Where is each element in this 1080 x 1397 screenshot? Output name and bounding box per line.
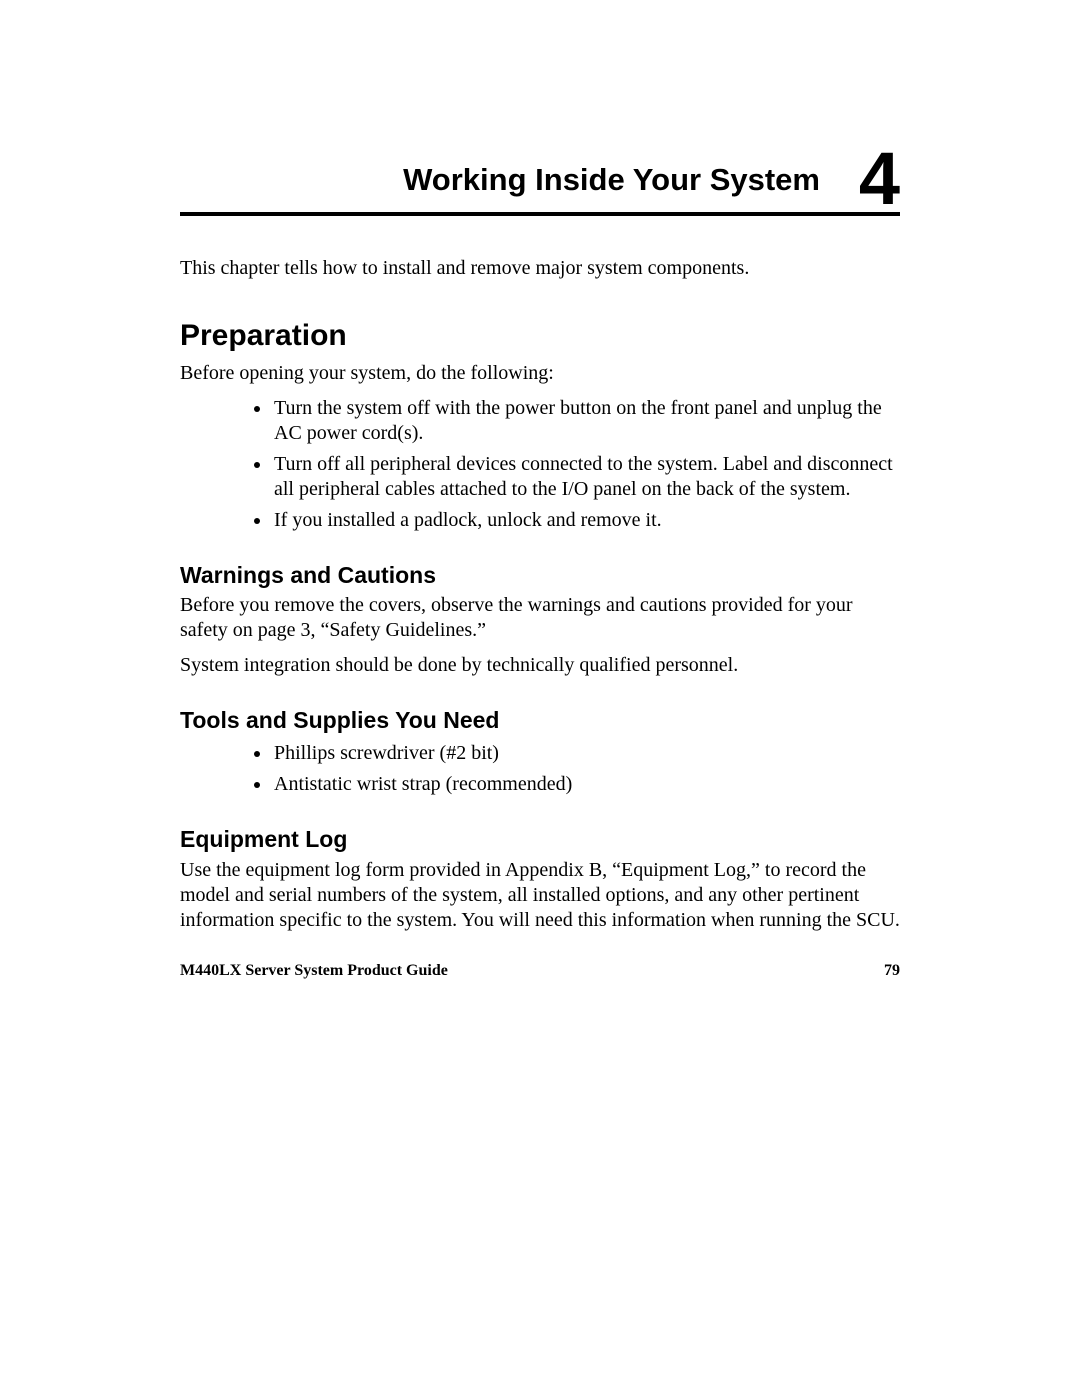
heading-preparation: Preparation: [180, 317, 900, 355]
page-footer: M440LX Server System Product Guide 79: [180, 962, 900, 980]
header-rule: [180, 212, 900, 216]
heading-tools: Tools and Supplies You Need: [180, 706, 900, 735]
warnings-paragraph-2: System integration should be done by tec…: [180, 653, 900, 678]
heading-warnings: Warnings and Cautions: [180, 561, 900, 590]
tools-bullets: Phillips screwdriver (#2 bit) Antistatic…: [180, 741, 900, 797]
list-item: Turn off all peripheral devices connecte…: [272, 452, 900, 502]
page-content: This chapter tells how to install and re…: [180, 256, 900, 943]
list-item: Phillips screwdriver (#2 bit): [272, 741, 900, 766]
warnings-paragraph-1: Before you remove the covers, observe th…: [180, 593, 900, 643]
preparation-lead: Before opening your system, do the follo…: [180, 361, 900, 386]
list-item: Antistatic wrist strap (recommended): [272, 772, 900, 797]
heading-equipment-log: Equipment Log: [180, 825, 900, 854]
footer-page-number: 79: [884, 962, 900, 980]
chapter-title: Working Inside Your System: [403, 162, 820, 198]
list-item: Turn the system off with the power butto…: [272, 396, 900, 446]
equipment-log-paragraph: Use the equipment log form provided in A…: [180, 858, 900, 933]
footer-doc-title: M440LX Server System Product Guide: [180, 962, 448, 980]
preparation-bullets: Turn the system off with the power butto…: [180, 396, 900, 533]
chapter-number: 4: [859, 142, 900, 216]
chapter-intro: This chapter tells how to install and re…: [180, 256, 900, 281]
chapter-header: Working Inside Your System 4: [180, 120, 900, 210]
list-item: If you installed a padlock, unlock and r…: [272, 508, 900, 533]
document-page: Working Inside Your System 4 This chapte…: [0, 0, 1080, 1397]
